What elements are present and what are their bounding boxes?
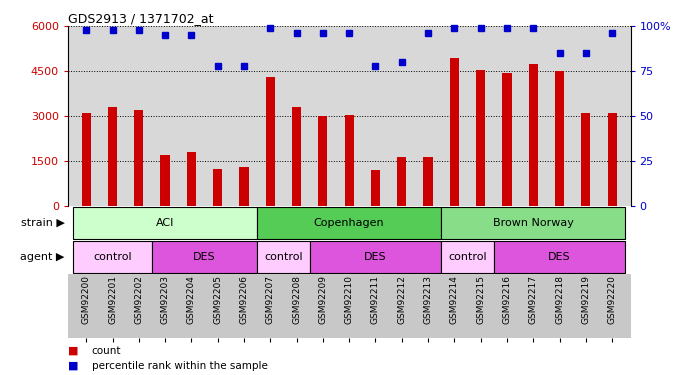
Bar: [152, 241, 257, 273]
Text: agent ▶: agent ▶: [20, 252, 64, 262]
Bar: [441, 241, 494, 273]
Text: GDS2913 / 1371702_at: GDS2913 / 1371702_at: [68, 12, 214, 25]
Text: GSM92209: GSM92209: [319, 275, 327, 324]
Text: control: control: [264, 252, 303, 262]
Text: GSM92202: GSM92202: [134, 275, 143, 324]
Text: DES: DES: [364, 252, 386, 262]
Bar: [581, 113, 591, 206]
Bar: [476, 70, 485, 206]
Bar: [555, 71, 564, 206]
Bar: [73, 207, 257, 239]
Text: ACI: ACI: [156, 218, 174, 228]
Text: GSM92213: GSM92213: [424, 275, 433, 324]
Text: strain ▶: strain ▶: [20, 218, 64, 228]
Text: GSM92211: GSM92211: [371, 275, 380, 324]
Bar: [344, 115, 354, 206]
Text: ■: ■: [68, 361, 78, 370]
Bar: [494, 241, 625, 273]
Text: GSM92207: GSM92207: [266, 275, 275, 324]
Text: GSM92200: GSM92200: [82, 275, 91, 324]
Text: GSM92210: GSM92210: [344, 275, 354, 324]
Text: DES: DES: [549, 252, 571, 262]
Bar: [134, 110, 144, 206]
Text: Brown Norway: Brown Norway: [493, 218, 574, 228]
Bar: [292, 107, 301, 206]
Bar: [73, 241, 152, 273]
Bar: [502, 73, 511, 206]
Bar: [529, 64, 538, 206]
Text: GSM92203: GSM92203: [161, 275, 170, 324]
Text: GSM92206: GSM92206: [239, 275, 248, 324]
Bar: [607, 113, 617, 206]
Bar: [266, 77, 275, 206]
Text: GSM92219: GSM92219: [581, 275, 591, 324]
Bar: [161, 155, 170, 206]
Bar: [397, 157, 406, 206]
Text: control: control: [93, 252, 132, 262]
Text: count: count: [92, 346, 121, 355]
Bar: [450, 58, 459, 206]
Text: GSM92218: GSM92218: [555, 275, 564, 324]
Text: GSM92220: GSM92220: [607, 275, 616, 324]
Bar: [187, 152, 196, 206]
Text: GSM92208: GSM92208: [292, 275, 301, 324]
Text: GSM92215: GSM92215: [476, 275, 485, 324]
Text: DES: DES: [193, 252, 216, 262]
Bar: [239, 167, 249, 206]
Bar: [310, 241, 441, 273]
Bar: [257, 207, 441, 239]
Bar: [213, 169, 222, 206]
Bar: [108, 107, 117, 206]
Text: GSM92205: GSM92205: [213, 275, 222, 324]
Text: GSM92201: GSM92201: [108, 275, 117, 324]
Text: GSM92212: GSM92212: [397, 275, 406, 324]
Text: GSM92216: GSM92216: [502, 275, 511, 324]
Text: control: control: [448, 252, 487, 262]
Bar: [318, 116, 327, 206]
Text: ■: ■: [68, 346, 78, 355]
Text: percentile rank within the sample: percentile rank within the sample: [92, 361, 267, 370]
Text: GSM92214: GSM92214: [450, 275, 459, 324]
Bar: [371, 170, 380, 206]
Text: GSM92204: GSM92204: [187, 275, 196, 324]
Text: GSM92217: GSM92217: [529, 275, 538, 324]
Bar: [81, 113, 91, 206]
Bar: [257, 241, 310, 273]
Bar: [441, 207, 625, 239]
Bar: [424, 157, 433, 206]
Text: Copenhagen: Copenhagen: [314, 218, 384, 228]
